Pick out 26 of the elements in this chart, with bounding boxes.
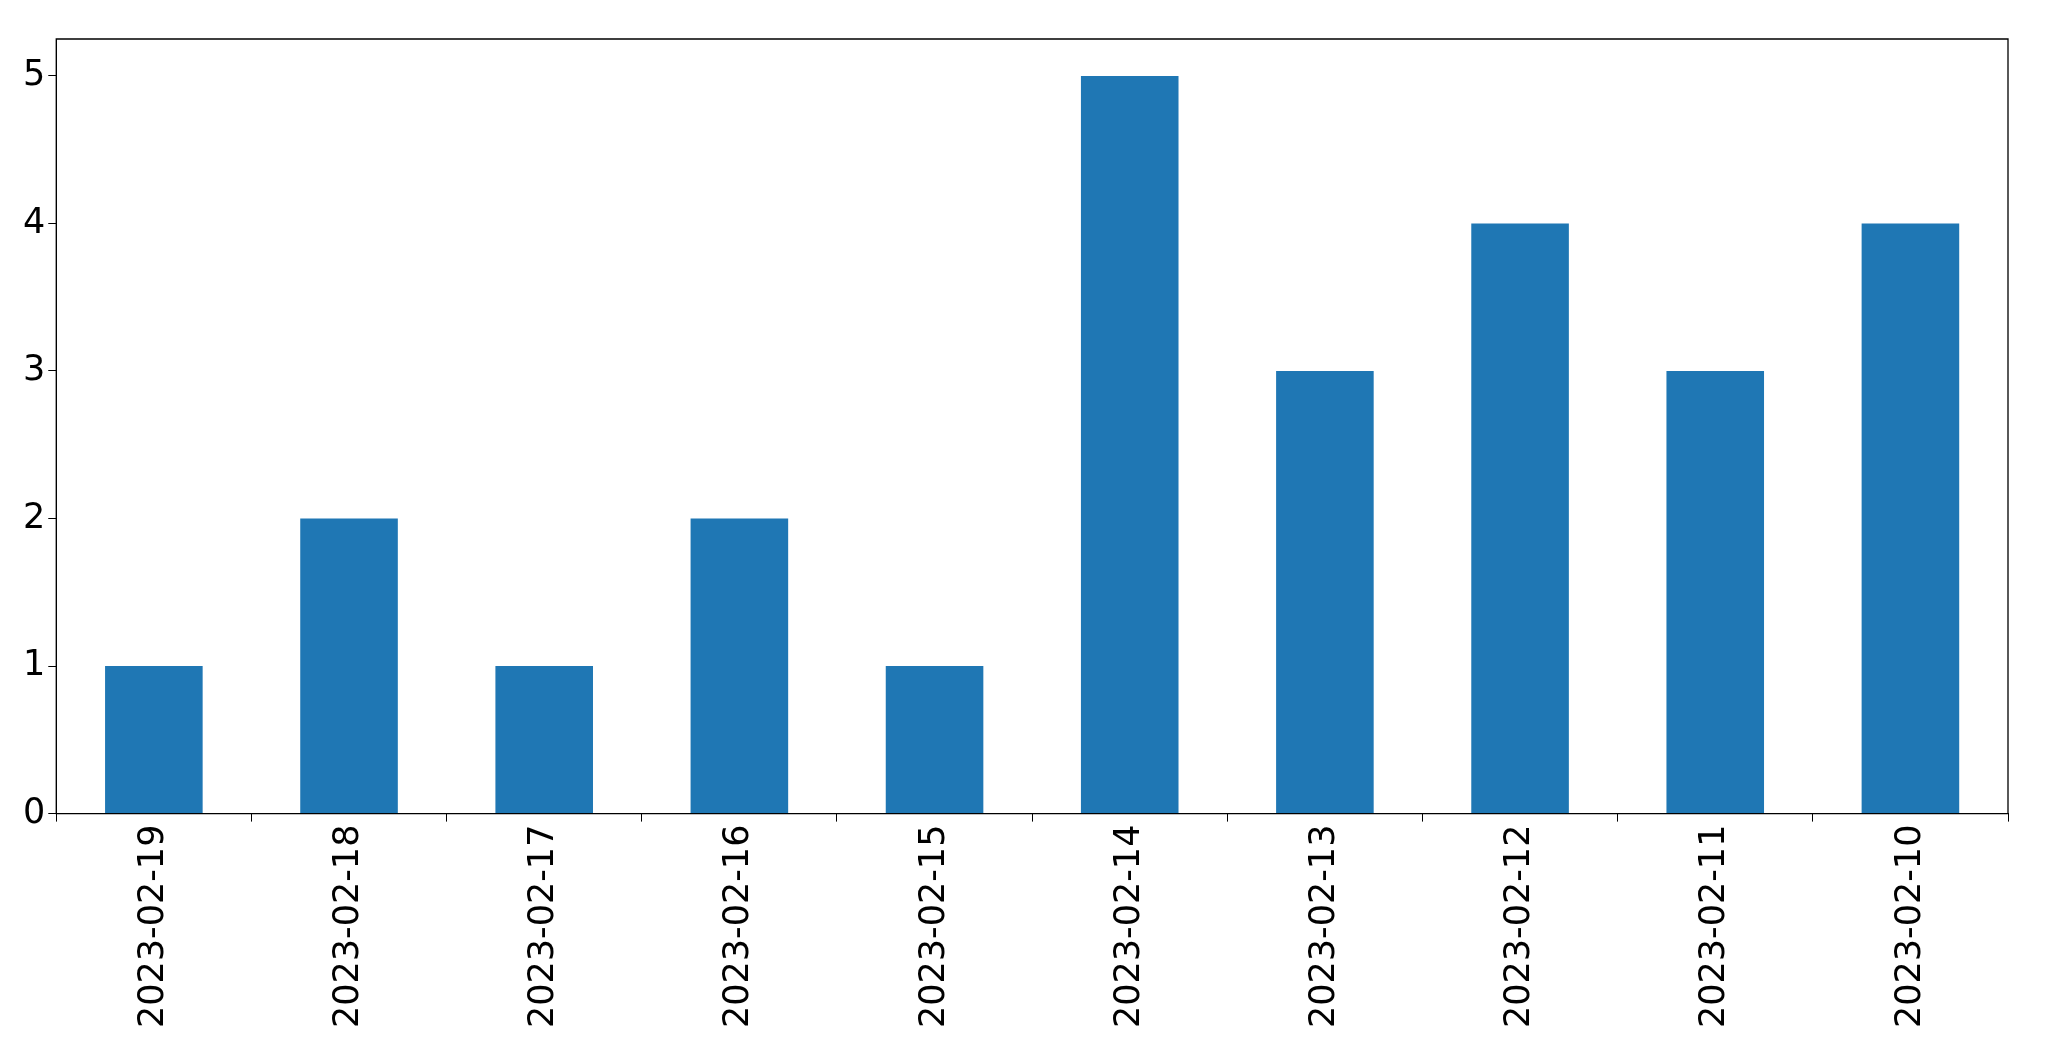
bar [1471,223,1569,814]
y-tick-label: 1 [22,643,46,684]
x-tick-label: 2023-02-11 [1692,824,1733,1028]
y-tick-label: 0 [22,790,46,831]
x-tick-label: 2023-02-17 [521,824,562,1028]
bar [1861,223,1960,814]
x-tick-label: 2023-02-14 [1106,824,1147,1028]
x-tick-label: 2023-02-12 [1497,824,1538,1028]
x-tick-label: 2023-02-18 [326,824,367,1028]
bar [885,666,984,814]
x-tick-label: 2023-02-16 [716,824,757,1028]
x-tick-label: 2023-02-10 [1887,824,1928,1028]
bar [690,518,789,814]
bar [105,666,203,814]
y-tick-label: 4 [22,200,46,241]
bar [1080,75,1179,814]
bar [300,518,398,814]
y-tick-label: 3 [22,348,46,389]
x-tick-label: 2023-02-13 [1301,824,1342,1028]
bar [495,666,593,814]
x-tick-label: 2023-02-15 [911,824,952,1028]
y-tick-label: 2 [22,495,46,536]
y-tick-label: 5 [22,52,46,93]
bar [1276,370,1374,814]
x-tick-label: 2023-02-19 [130,824,171,1028]
bar [1666,370,1765,814]
